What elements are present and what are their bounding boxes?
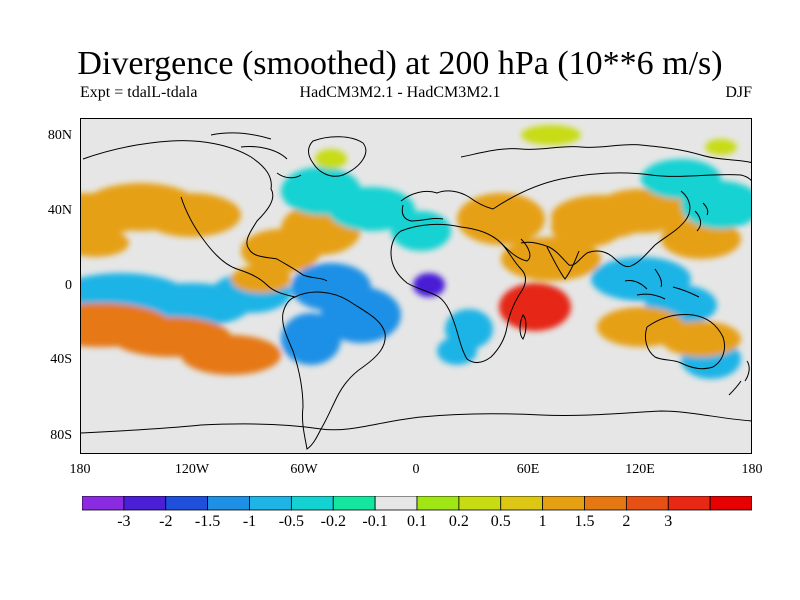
colorbar-label: 0.2 [448,513,469,530]
divergence-map [81,119,751,453]
southwest-pacific-positive [597,307,741,357]
colorbar-swatch [82,496,125,511]
arctic-positive-patches-blob [705,139,737,155]
north-pacific-positive-band-blob [141,193,241,237]
colorbar-swatch [290,496,334,511]
colorbar-label: 2 [622,513,631,530]
tropical-south-america-convergence-blob [321,287,401,343]
north-africa-arabia-positive-blob [457,193,545,245]
northwest-pacific-positive-blob [593,189,689,233]
north-africa-arabia-positive-blob [501,237,601,281]
colorbar-swatch [332,496,376,511]
season-label: DJF [725,84,752,101]
northeast-asia-convergence [641,159,751,229]
colorbar-label: -2 [159,513,173,530]
southwest-pacific-positive-blob [661,321,741,357]
arctic-positive-patches-blob [315,149,347,169]
colorbar-swatch [249,496,292,511]
colorbar-swatch [165,496,209,511]
gulf-of-guinea-convergence-center-blob [413,273,445,297]
southern-africa-convergence [437,309,493,365]
colorbar-swatch [709,496,752,511]
northeast-asia-convergence-blob [681,181,751,229]
colorbar-swatch [584,496,627,511]
colorbar-label: -0.5 [278,513,305,530]
north-atlantic-convergence-band [281,167,451,251]
southern-africa-convergence-blob [437,337,477,365]
colorbar-label: -0.1 [362,513,388,530]
south-pacific-positive-band [81,303,281,375]
south-pacific-positive-band-blob [181,335,281,375]
north-atlantic-convergence-band-blob [327,187,415,231]
colorbar-label: -1.5 [194,513,221,530]
north-pacific-positive-band-blob [81,229,129,257]
lon-tick-0: 0 [412,462,420,477]
tropical-eastern-pacific-convergence [81,273,291,327]
colorbar-label: 0.5 [490,513,511,530]
colorbar-swatch [500,496,544,511]
lat-tick-80s: 80S [50,428,72,443]
lon-tick-60e: 60E [516,462,540,477]
indian-ocean-divergence-max [499,283,571,331]
colorbar-label: -0.2 [320,513,346,530]
colorbar-label: 1.5 [574,513,595,530]
lon-tick-120e: 120E [625,462,655,477]
arctic-positive-patches-blob [521,125,581,145]
colorbar-swatch [458,496,502,511]
lon-tick-60w: 60W [290,462,318,477]
colorbar-swatch [374,496,418,511]
lat-tick-40n: 40N [47,203,72,218]
coastlines [81,132,751,450]
colorbar-swatch [416,496,460,511]
gulf-of-guinea-convergence-center [413,273,445,297]
colorbar-swatch [667,496,711,511]
colorbar-label: 1 [538,513,547,530]
lat-tick-40s: 40S [50,352,72,367]
tropical-south-america-convergence-blob [281,313,341,365]
tropical-south-america-convergence [281,263,401,365]
colorbar-label: 0.1 [407,513,427,530]
lon-tick-120w: 120W [174,462,210,477]
north-atlantic-convergence-band-blob [391,211,451,251]
caribbean-positive-area-blob [231,265,291,293]
colorbar-swatch [625,496,669,511]
map-panel [80,118,752,454]
colorbar-label: -3 [117,513,131,530]
lon-tick-180e: 180 [741,462,763,477]
arctic-positive-patches [315,125,737,169]
lon-tick-180w: 180 [69,462,91,477]
colorbar-label: -1 [242,513,257,530]
colorbar [82,496,752,511]
model-label: HadCM3M2.1 - HadCM3M2.1 [299,84,501,101]
colorbar-swatch [542,496,585,511]
lat-tick-0: 0 [65,278,72,293]
experiment-label: Expt = tdalL-tdala [80,84,198,101]
colorbar-label: 3 [664,513,673,530]
chart-title: Divergence (smoothed) at 200 hPa (10**6 … [77,45,723,82]
colorbar-swatch [207,496,250,511]
north-africa-arabia-positive [457,193,623,281]
colorbar-swatch [123,496,167,511]
lat-tick-80n: 80N [47,128,72,143]
